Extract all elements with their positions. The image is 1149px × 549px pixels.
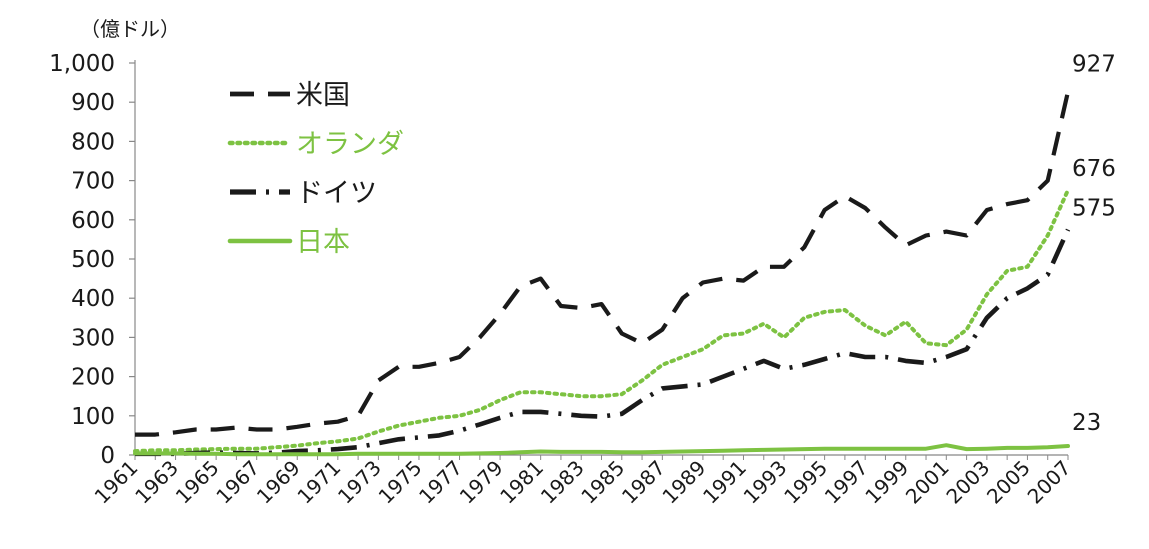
x-tick-label: 1961	[90, 456, 143, 509]
series-line-1	[133, 188, 1070, 454]
x-tick-label: 1973	[333, 456, 386, 509]
x-tick-label: 1983	[536, 456, 589, 509]
x-tick-label: 1965	[171, 456, 224, 509]
x-tick-label: 1979	[455, 456, 508, 509]
x-tick-label: 1993	[739, 456, 792, 509]
x-tick-label: 1995	[779, 456, 832, 509]
x-tick-label: 1967	[211, 456, 264, 509]
end-labels: 927 676 575 23	[1072, 52, 1116, 436]
x-tick-label: 2001	[901, 456, 954, 509]
y-tick-label: 300	[71, 325, 115, 351]
y-tick-label: 800	[71, 129, 115, 155]
y-tick-label: 100	[71, 404, 115, 430]
x-tick-label: 1963	[130, 456, 183, 509]
y-tick-label: 200	[71, 365, 115, 391]
end-label-1: 676	[1072, 156, 1116, 182]
series-line-3	[133, 443, 1070, 457]
legend-label-1: オランダ	[296, 129, 404, 160]
y-tick-labels: 0 100 200 300 400 500 600 700 800 900 1,000	[49, 51, 115, 469]
legend-label-0: 米国	[296, 80, 350, 111]
series-line-0	[135, 91, 1071, 437]
y-tick-label: 700	[71, 169, 115, 195]
legend-label-2: ドイツ	[296, 178, 377, 209]
x-tick-label: 1987	[617, 456, 670, 509]
x-tick-label: 1991	[698, 456, 751, 509]
y-tick-label: 600	[71, 208, 115, 234]
end-label-3: 23	[1072, 410, 1101, 436]
y-tick-label: 400	[71, 286, 115, 312]
y-tick-label: 900	[71, 90, 115, 116]
x-tick-label: 1981	[495, 456, 548, 509]
x-tick-label: 1975	[374, 456, 427, 509]
x-tick-label: 1989	[657, 456, 710, 509]
series-line-2	[135, 228, 1071, 457]
y-tick-label: 1,000	[49, 51, 115, 77]
series-lines	[133, 91, 1071, 457]
x-tick-label: 1971	[292, 456, 345, 509]
x-tick-label: 1985	[576, 456, 629, 509]
legend-label-3: 日本	[296, 227, 350, 258]
y-tick-label: 500	[71, 247, 115, 273]
x-tick-label: 2007	[1023, 456, 1076, 509]
y-tick-label: 0	[100, 443, 115, 469]
y-axis-unit-label: （億ドル）	[80, 17, 180, 41]
x-tick-label: 1997	[820, 456, 873, 509]
x-tick-label: 1999	[860, 456, 913, 509]
end-label-0: 927	[1072, 52, 1116, 78]
end-label-2: 575	[1072, 196, 1116, 222]
x-tick-labels: 1961196319651967196919711973197519771979…	[90, 456, 1076, 509]
x-tick-label: 1969	[252, 456, 305, 509]
x-tick-label: 2005	[982, 456, 1035, 509]
x-tick-label: 2003	[941, 456, 994, 509]
axes	[129, 60, 1069, 460]
x-tick-label: 1977	[414, 456, 467, 509]
